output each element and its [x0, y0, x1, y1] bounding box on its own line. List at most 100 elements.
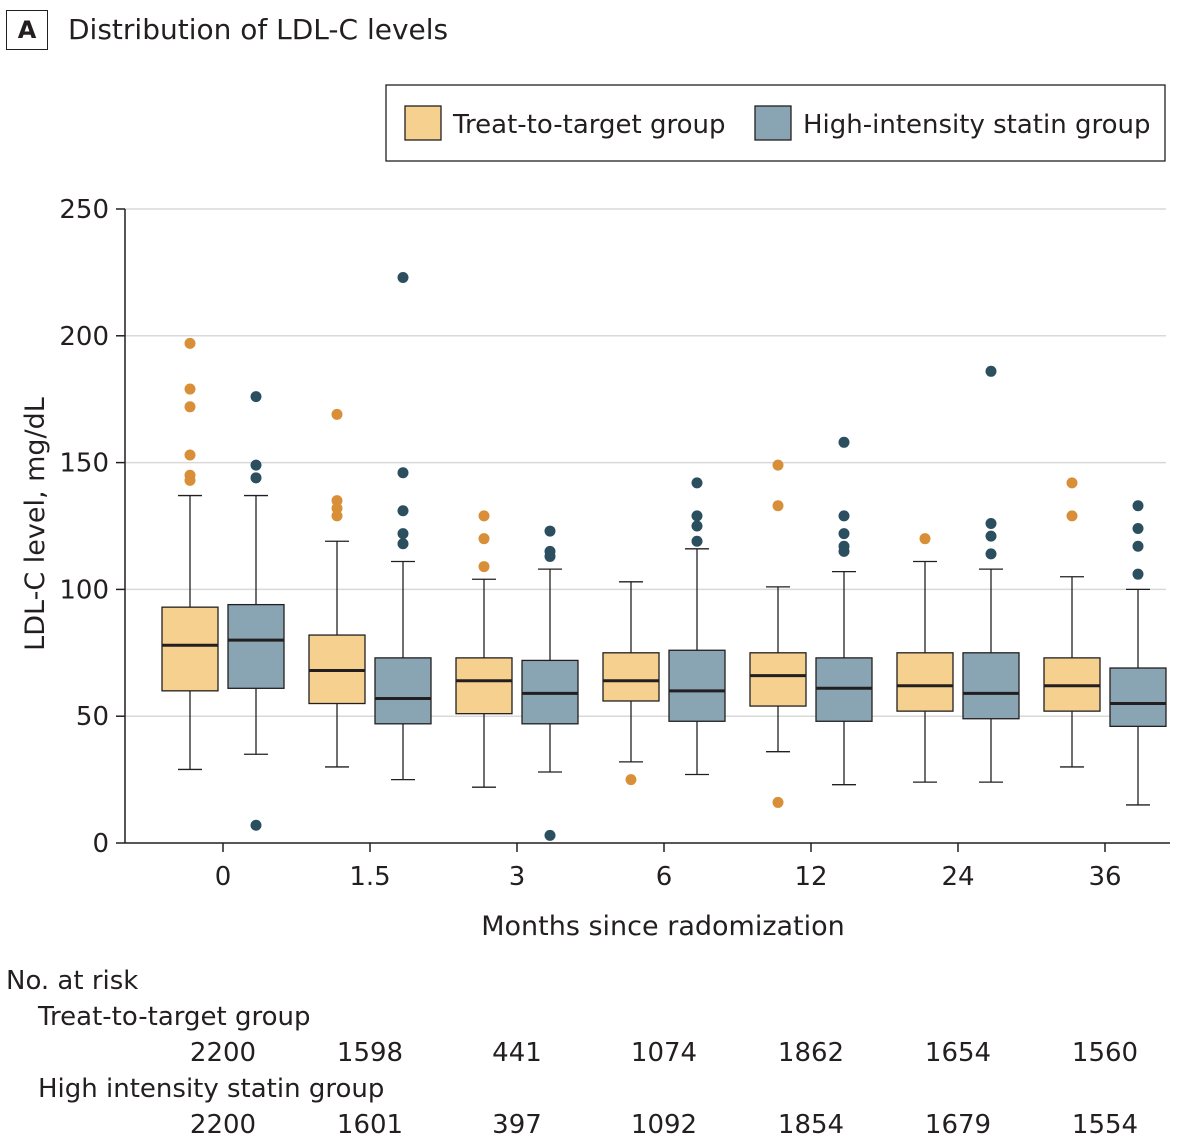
- iqr-box: [962, 652, 1020, 720]
- risk-value: 1862: [778, 1038, 844, 1068]
- iqr-box: [455, 657, 513, 715]
- box-plot: [896, 533, 954, 783]
- risk-value: 1092: [631, 1110, 697, 1140]
- x-tick-label: 1.5: [349, 862, 390, 892]
- outlier-point: [331, 502, 343, 514]
- risk-value: 397: [492, 1110, 542, 1140]
- risk-row-label: Treat-to-target group: [37, 1002, 310, 1032]
- outlier-point: [397, 538, 409, 550]
- outlier-point: [985, 365, 997, 377]
- outlier-point: [478, 533, 490, 545]
- outlier-point: [478, 561, 490, 573]
- iqr-box: [602, 652, 660, 702]
- outlier-point: [331, 495, 343, 507]
- outlier-point: [184, 449, 196, 461]
- outlier-point: [985, 548, 997, 560]
- outlier-point: [1132, 523, 1144, 535]
- risk-value: 2200: [190, 1110, 256, 1140]
- box-plot: [161, 337, 219, 771]
- outlier-point: [838, 510, 850, 522]
- box-plot: [374, 271, 432, 781]
- risk-value: 1560: [1072, 1038, 1138, 1068]
- box-plot: [668, 477, 726, 776]
- outlier-point: [1066, 477, 1078, 489]
- x-tick-label: 0: [215, 862, 232, 892]
- outlier-point: [250, 459, 262, 471]
- box-plot: [308, 408, 366, 768]
- risk-value: 1598: [337, 1038, 403, 1068]
- legend: Treat-to-target group High-intensity stat…: [385, 84, 1166, 162]
- y-tick-label: 250: [59, 195, 109, 225]
- box-plots: [161, 271, 1167, 841]
- legend-label: High-intensity statin group: [803, 110, 1150, 140]
- box-plot: [749, 459, 807, 808]
- y-tick-label: 200: [59, 322, 109, 352]
- outlier-point: [397, 271, 409, 283]
- iqr-box: [374, 657, 432, 725]
- outlier-point: [919, 533, 931, 545]
- iqr-box: [227, 603, 285, 689]
- risk-value: 1854: [778, 1110, 844, 1140]
- outlier-point: [544, 829, 556, 841]
- outlier-point: [1132, 540, 1144, 552]
- outlier-point: [838, 436, 850, 448]
- outlier-point: [184, 383, 196, 395]
- outlier-point: [250, 472, 262, 484]
- outlier-point: [1132, 568, 1144, 580]
- box-plot: [815, 436, 873, 786]
- outlier-point: [691, 535, 703, 547]
- iqr-box: [749, 652, 807, 707]
- outlier-point: [985, 517, 997, 529]
- outlier-point: [397, 528, 409, 540]
- y-tick-label: 0: [92, 829, 109, 859]
- outlier-point: [397, 467, 409, 479]
- outlier-point: [838, 528, 850, 540]
- outlier-point: [478, 510, 490, 522]
- iqr-box: [161, 606, 219, 692]
- box-plot: [227, 391, 285, 831]
- outlier-point: [544, 525, 556, 537]
- risk-value: 441: [492, 1038, 542, 1068]
- x-tick-label: 3: [509, 862, 526, 892]
- legend-swatch: [754, 105, 792, 141]
- box-plot: [602, 581, 660, 786]
- x-tick-label: 24: [941, 862, 974, 892]
- x-axis-title: Months since radomization: [481, 911, 845, 942]
- box-plot: [521, 525, 579, 841]
- outlier-point: [544, 550, 556, 562]
- risk-value: 1654: [925, 1038, 991, 1068]
- outlier-point: [1066, 510, 1078, 522]
- outlier-point: [772, 459, 784, 471]
- box-plot: [1109, 500, 1167, 806]
- x-tick-label: 12: [794, 862, 827, 892]
- risk-value: 1074: [631, 1038, 697, 1068]
- outlier-point: [625, 774, 637, 786]
- x-tick-label: 36: [1088, 862, 1121, 892]
- box-plot: [962, 365, 1020, 783]
- panel-letter-text: A: [17, 16, 37, 44]
- y-tick-label: 50: [76, 702, 109, 732]
- iqr-box: [1109, 667, 1167, 727]
- outlier-point: [331, 408, 343, 420]
- risk-table-heading: No. at risk: [6, 966, 138, 996]
- legend-label: Treat-to-target group: [452, 110, 725, 140]
- grid-lines: [125, 208, 1166, 717]
- outlier-point: [772, 796, 784, 808]
- risk-value: 1554: [1072, 1110, 1138, 1140]
- outlier-point: [691, 520, 703, 532]
- outlier-point: [184, 337, 196, 349]
- panel-letter: A: [6, 10, 48, 50]
- outlier-point: [691, 510, 703, 522]
- outlier-point: [772, 500, 784, 512]
- outlier-point: [838, 545, 850, 557]
- outlier-point: [250, 391, 262, 403]
- risk-row-label: High intensity statin group: [38, 1074, 384, 1104]
- outlier-point: [985, 530, 997, 542]
- outlier-point: [691, 477, 703, 489]
- iqr-box: [668, 649, 726, 722]
- risk-value: 2200: [190, 1038, 256, 1068]
- y-axis-title: LDL-C level, mg/dL: [20, 397, 51, 651]
- x-tick-label: 6: [656, 862, 673, 892]
- risk-value: 1601: [337, 1110, 403, 1140]
